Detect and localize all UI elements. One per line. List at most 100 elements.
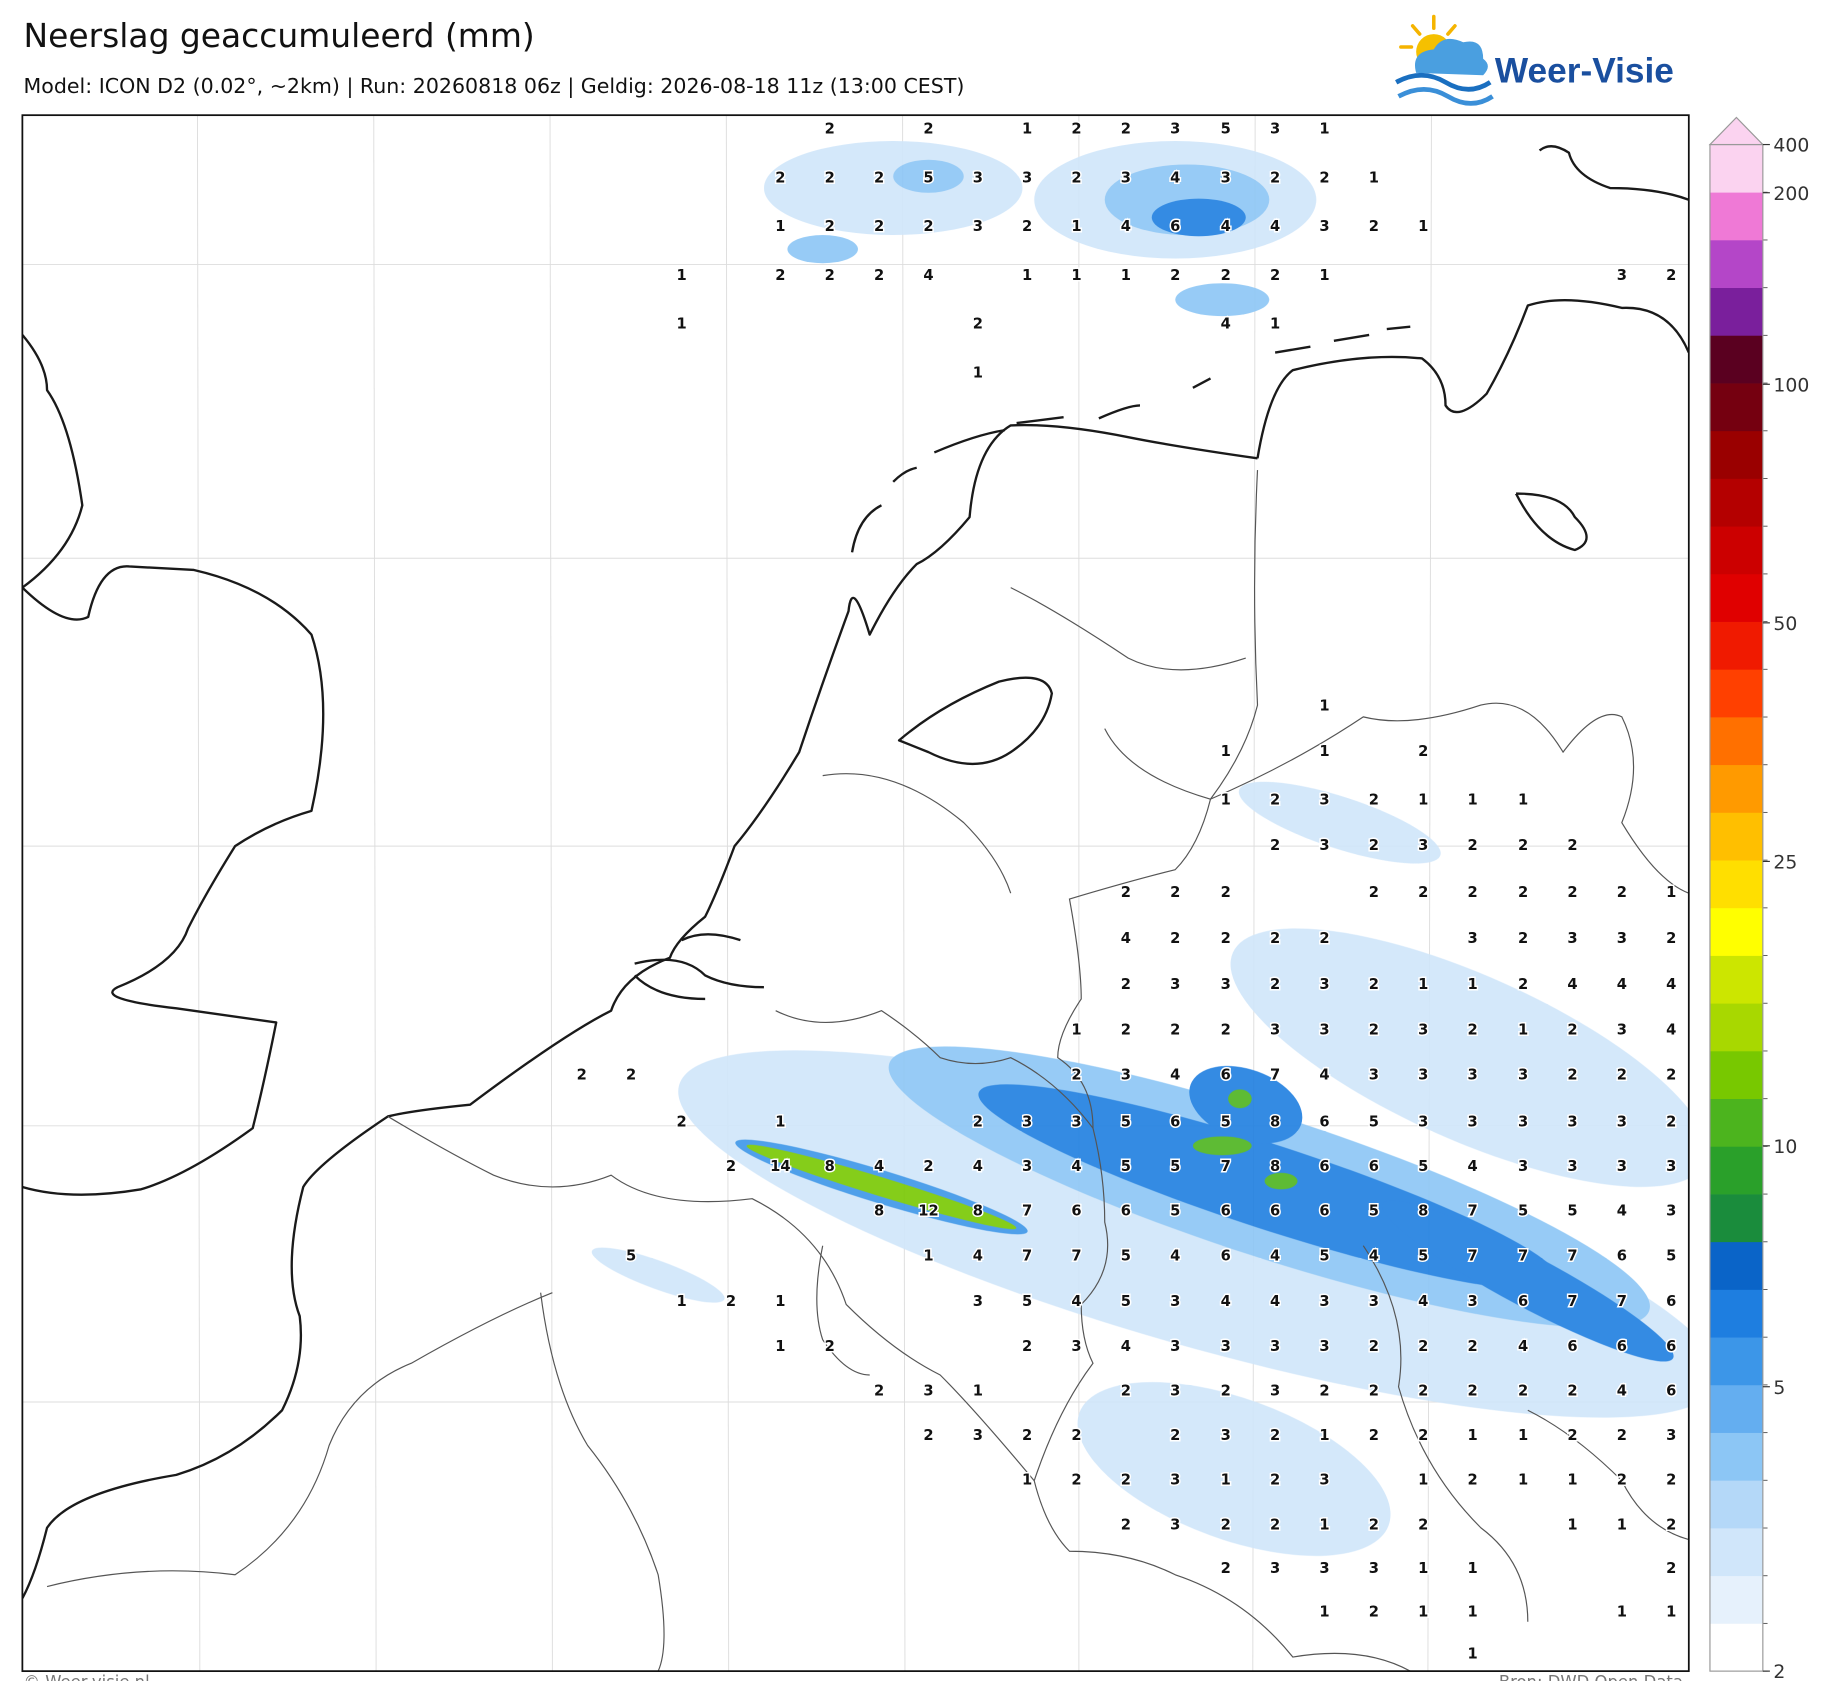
value-label: 2 [1467,884,1477,901]
value-label: 2 [923,120,933,137]
value-label: 1 [1567,1516,1577,1533]
value-label: 3 [1418,837,1428,854]
value-label: 2 [1221,1022,1231,1039]
value-label: 2 [1666,930,1676,947]
value-label: 1 [1121,267,1131,284]
value-label: 2 [1567,884,1577,901]
value-label: 2 [1270,837,1280,854]
value-label: 5 [1666,1247,1676,1264]
value-label: 2 [1022,218,1032,235]
value-label: 2 [1567,837,1577,854]
value-label: 1 [1022,120,1032,137]
logo: Weer-Visie [1395,14,1674,106]
value-label: 1 [1467,1603,1477,1620]
value-label: 6 [1221,1066,1231,1083]
value-label: 2 [1666,1516,1676,1533]
value-label: 3 [1319,1560,1329,1577]
graticule [22,115,1689,1672]
value-label: 8 [1270,1158,1280,1175]
value-label: 3 [1022,1158,1032,1175]
value-label: 4 [1666,976,1676,993]
value-label: 8 [973,1203,983,1220]
colorbar-segment [1709,287,1763,336]
value-label: 1 [1221,791,1231,808]
value-label: 3 [1071,1113,1081,1130]
value-label: 5 [1170,1158,1180,1175]
logo-text: Weer-Visie [1495,51,1674,90]
value-label: 2 [1467,1382,1477,1399]
value-label: 4 [1369,1247,1379,1264]
value-label: 2 [1418,1338,1428,1355]
colorbar-segment [1709,1289,1763,1338]
colorbar-segment [1709,335,1763,384]
value-label: 7 [1617,1293,1627,1310]
value-label: 1 [1418,976,1428,993]
value-label: 2 [1170,1427,1180,1444]
value-label: 2 [1270,1516,1280,1533]
value-label: 4 [1567,976,1577,993]
value-label: 2 [1221,884,1231,901]
value-label: 2 [1369,791,1379,808]
value-label: 3 [973,218,983,235]
value-label: 3 [1518,1066,1528,1083]
value-label: 2 [1666,1472,1676,1489]
value-label: 2 [874,218,884,235]
value-label: 6 [1071,1203,1081,1220]
value-label: 3 [1221,1427,1231,1444]
colorbar-tick-label: 2 [1773,1662,1785,1681]
colorbar-segment [1709,478,1763,527]
value-label: 2 [1071,1472,1081,1489]
value-label: 2 [1221,267,1231,284]
value-label: 4 [1666,1022,1676,1039]
value-label: 3 [1022,170,1032,187]
value-label: 4 [1617,1203,1627,1220]
value-label: 3 [1617,1113,1627,1130]
value-label: 7 [1467,1203,1477,1220]
colorbar-segment [1709,812,1763,861]
value-label: 1 [775,218,785,235]
value-label: 3 [1617,267,1627,284]
value-label: 1 [1319,120,1329,137]
value-label: 6 [1666,1293,1676,1310]
colorbar-segment [1709,669,1763,718]
value-label: 4 [1221,218,1231,235]
value-label: 2 [1418,1427,1428,1444]
value-label: 3 [1467,930,1477,947]
value-label: 2 [1518,976,1528,993]
value-label: 3 [1319,837,1329,854]
value-label: 3 [1319,1293,1329,1310]
colorbar-segment [1709,1623,1763,1672]
value-label: 3 [1617,1022,1627,1039]
colorbar-segment [1709,383,1763,432]
value-label: 5 [1221,1113,1231,1130]
value-label: 2 [1121,976,1131,993]
value-label: 1 [677,267,687,284]
value-label: 3 [1666,1203,1676,1220]
colorbar-segment [1709,1194,1763,1243]
value-label: 2 [825,267,835,284]
value-label: 2 [1221,930,1231,947]
value-label: 1 [1617,1516,1627,1533]
value-label: 5 [1418,1158,1428,1175]
value-label: 1 [1319,1516,1329,1533]
value-label: 2 [1418,1516,1428,1533]
value-label: 2 [1467,1338,1477,1355]
colorbar-tick-label: 50 [1773,614,1797,635]
value-label: 1 [1666,1603,1676,1620]
value-label: 2 [1270,267,1280,284]
credit: © Weer-visie.nl [24,1673,150,1681]
colorbar-segment [1709,1575,1763,1624]
value-label: 3 [1518,1113,1528,1130]
colorbar-segment [1709,1241,1763,1290]
value-label: 3 [1170,976,1180,993]
value-label: 8 [1270,1113,1280,1130]
value-label: 4 [1617,1382,1627,1399]
value-label: 3 [1319,1472,1329,1489]
value-label: 5 [1518,1203,1528,1220]
value-label: 3 [1518,1158,1528,1175]
colorbar-segment [1709,1384,1763,1433]
value-label: 7 [1467,1247,1477,1264]
value-label: 2 [1369,1603,1379,1620]
colorbar-segment [1709,430,1763,479]
value-label: 2 [1369,1022,1379,1039]
